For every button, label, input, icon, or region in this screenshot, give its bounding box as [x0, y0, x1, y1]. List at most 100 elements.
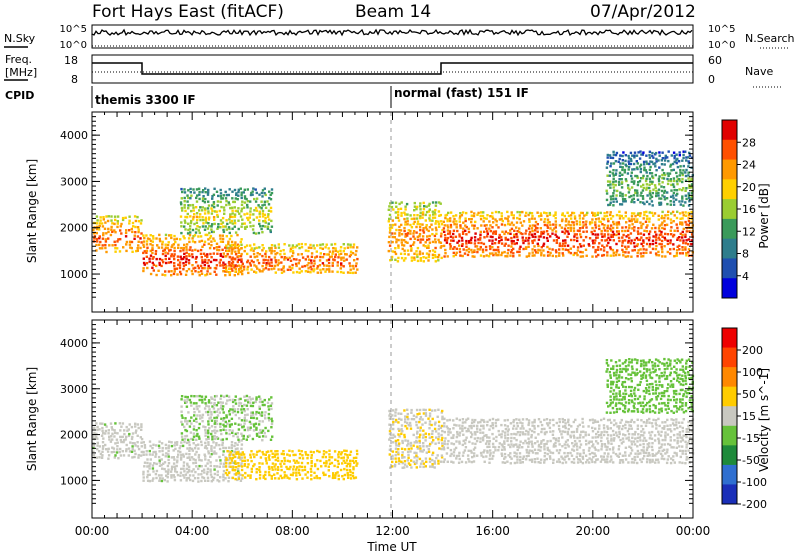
echo-cell [631, 227, 634, 230]
echo-cell [431, 216, 435, 219]
echo-cell [172, 462, 176, 465]
echo-cell [687, 238, 690, 241]
echo-cell [256, 267, 259, 270]
echo-cell [609, 186, 612, 189]
echo-cell [690, 215, 694, 218]
echo-cell [510, 457, 513, 460]
echo-cell [227, 226, 231, 229]
echo-cell [250, 411, 253, 414]
echo-cell [253, 425, 256, 428]
echo-cell [510, 433, 513, 436]
echo-cell [522, 455, 525, 458]
echo-cell [125, 240, 129, 244]
echo-cell [180, 206, 184, 210]
echo-cell [195, 255, 198, 259]
echo-cell [418, 408, 422, 412]
echo-cell [246, 206, 249, 209]
echo-cell [452, 427, 455, 430]
echo-cell [437, 432, 440, 435]
echo-cell [416, 430, 419, 433]
echo-cell [549, 439, 552, 443]
echo-cell [622, 250, 625, 254]
echo-cell [190, 437, 193, 441]
echo-cell [626, 172, 630, 175]
echo-cell [261, 195, 264, 198]
echo-cell [431, 249, 435, 252]
echo-cell [612, 177, 615, 180]
echo-cell [154, 252, 157, 256]
echo-cell [180, 187, 183, 191]
echo-cell [503, 434, 507, 437]
echo-cell [675, 175, 679, 178]
echo-cell [283, 474, 287, 477]
echo-cell [452, 229, 456, 232]
echo-cell [579, 233, 582, 236]
echo-cell [185, 434, 189, 438]
echo-cell [316, 476, 319, 480]
echo-cell [576, 436, 579, 440]
echo-cell [455, 223, 458, 226]
echo-cell [231, 227, 234, 230]
echo-cell [421, 223, 424, 226]
echo-cell [419, 259, 423, 262]
echo-cell [289, 465, 292, 469]
echo-cell [441, 417, 444, 421]
echo-cell [655, 192, 658, 195]
echo-cell [549, 430, 552, 433]
echo-cell [676, 182, 679, 186]
echo-cell [389, 223, 392, 227]
echo-cell [596, 213, 599, 216]
echo-cell [213, 472, 217, 476]
echo-cell [249, 255, 252, 258]
echo-cell [506, 430, 510, 433]
echo-cell [391, 454, 394, 458]
echo-cell [581, 417, 584, 421]
echo-cell [426, 246, 429, 249]
echo-cell [391, 232, 394, 235]
echo-cell [440, 232, 443, 235]
echo-cell [196, 225, 199, 228]
echo-cell [470, 451, 473, 454]
echo-cell [687, 156, 690, 159]
echo-cell [225, 432, 228, 435]
echo-cell [509, 251, 513, 254]
echo-cell [687, 197, 691, 200]
echo-cell [412, 418, 416, 421]
echo-cell [356, 268, 359, 271]
echo-cell [142, 450, 145, 454]
echo-cell [258, 395, 261, 398]
echo-cell [658, 166, 661, 169]
echo-cell [274, 450, 277, 453]
echo-cell [486, 230, 489, 233]
echo-cell [470, 220, 473, 224]
echo-cell [633, 226, 636, 229]
echo-cell [189, 401, 193, 404]
echo-cell [401, 461, 404, 465]
echo-cell [241, 272, 244, 276]
echo-cell [627, 439, 631, 442]
echo-cell [627, 251, 630, 254]
echo-cell [446, 427, 450, 430]
echo-cell [349, 253, 352, 256]
echo-cell [634, 430, 637, 434]
echo-cell [621, 154, 624, 158]
echo-cell [180, 221, 183, 224]
echo-cell [658, 203, 661, 206]
echo-cell [142, 453, 145, 456]
echo-cell [232, 405, 235, 408]
echo-cell [557, 424, 561, 428]
echo-cell [202, 476, 206, 480]
echo-cell [392, 427, 395, 431]
echo-cell [204, 395, 208, 398]
echo-cell [681, 173, 684, 177]
echo-cell [617, 180, 621, 184]
echo-cell [101, 426, 104, 430]
echo-cell [654, 226, 657, 230]
echo-cell [245, 419, 248, 422]
echo-cell [593, 419, 597, 422]
cpid-label: CPID [5, 89, 34, 102]
echo-cell [600, 445, 604, 448]
echo-cell [214, 420, 217, 423]
echo-cell [649, 242, 652, 246]
echo-cell [537, 443, 541, 447]
